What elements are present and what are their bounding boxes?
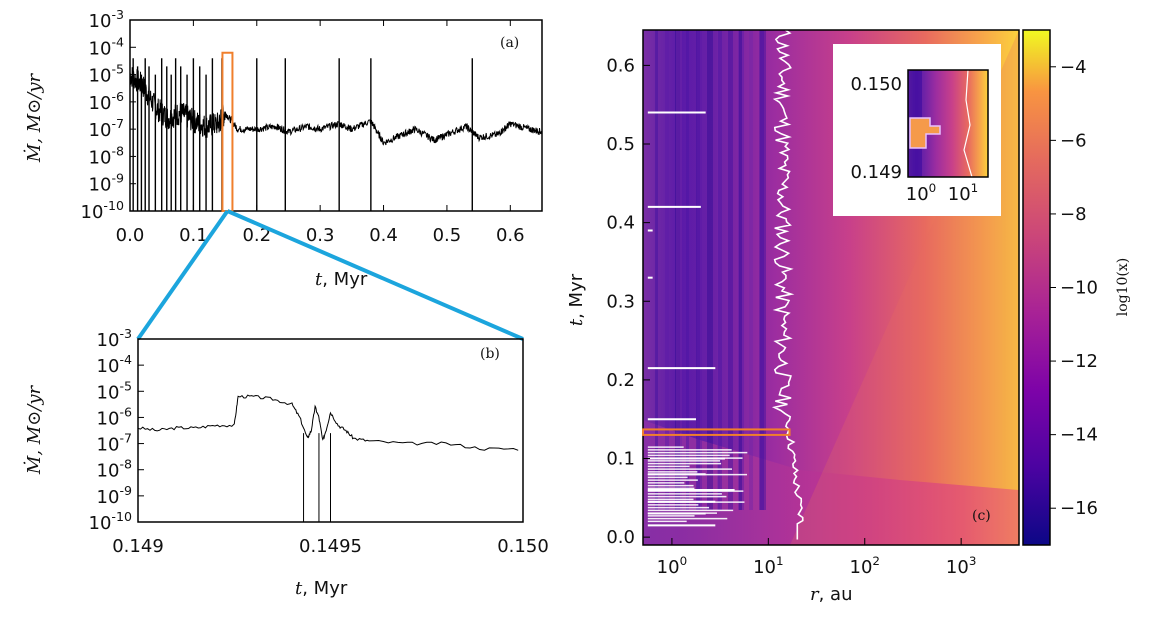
heatmap-streak [686,30,689,510]
panel-a-ytick-label: 10-9 [89,171,124,196]
colorbar: −4 −6 −8 −10 −12 −14 −16 log10(x) [1023,30,1131,545]
panel-a-series-line [130,67,542,145]
panel-c-ylabel: t, Myr [566,273,587,326]
panel-c-ytick-label: 0.2 [606,370,635,391]
panel-b-series-layer [138,395,518,522]
panel-b-xtick-label: 0.1495 [299,536,362,557]
heatmap-streak [739,30,742,510]
panel-b-series-line [138,395,518,450]
heatmap-streak [749,30,753,510]
colorbar-label: log10(x) [1115,258,1131,317]
panel-c-ytick-label: 0.5 [606,134,635,155]
panel-a-xlabel: t, Myr [315,269,368,290]
panel-b-ytick-label: 10-4 [97,352,132,377]
heatmap-streak [728,30,733,510]
colorbar-tick-label: −16 [1060,498,1098,519]
panel-b-xtick-label: 0.150 [497,536,549,557]
panel-b-ytick-label: 10-7 [97,431,132,456]
colorbar-tick-label: −12 [1060,351,1098,372]
heatmap-streak [697,30,702,510]
panel-c-xtick-label: 101 [753,554,783,578]
heatmap-streak [718,30,722,510]
panel-a-ylabel: Ṁ, M⊙/yr [22,72,45,163]
panel-a-ytick-label: 10-6 [89,89,124,114]
panel-b-xlabel: t, Myr [295,578,348,599]
panel-a-ytick-label: 10-10 [81,198,124,223]
panel-c-ytick-label: 0.1 [606,449,635,470]
heatmap-streak [676,30,682,510]
panel-b-ytick-label: 10-10 [89,509,132,534]
heatmap-streak [665,30,669,510]
panel-a-label: (a) [500,35,519,51]
heatmap-streak [760,30,766,510]
heatmap-streak [655,30,658,510]
colorbar-tick-label: −4 [1060,57,1087,78]
colorbar-ticks: −4 −6 −8 −10 −12 −14 −16 [1050,57,1098,519]
colorbar-tick-label: −8 [1060,204,1087,225]
panel-a-xtick-label: 0.3 [306,225,335,246]
panel-a: 0.0 0.1 0.2 0.3 0.4 0.5 0.610-310-410-510-610-… [22,7,542,290]
panel-b-ytick-label: 10-8 [97,457,132,482]
panel-a-highlight-box [222,53,232,211]
panel-c-xlabel: r, au [810,584,853,605]
panel-c-xtick-label: 102 [850,554,880,578]
inset-ytick-label: 0.149 [850,162,902,183]
inset-ytick-label: 0.150 [850,74,902,95]
panel-c: 100 101 102 103 0.0 0.1 0.2 0.3 0.4 0.5 0.6 (c) r,… [566,30,1131,605]
panel-a-ytick-label: 10-7 [89,116,124,141]
heatmap-streak [707,30,713,510]
panel-a-ytick-label: 10-4 [89,34,124,59]
panel-b-ytick-label: 10-5 [97,378,132,403]
panel-a-ytick-label: 10-8 [89,143,124,168]
panel-b-ytick-label: 10-6 [97,404,132,429]
panel-c-ytick-label: 0.3 [606,291,635,312]
panel-c-xtick-label: 103 [946,554,976,578]
panel-a-ytick-label: 10-5 [89,62,124,87]
panel-b-label: (b) [480,346,500,362]
panel-c-xtick-label: 100 [657,554,687,578]
colorbar-tick-label: −14 [1060,425,1098,446]
panel-a-xtick-label: 0.5 [433,225,462,246]
panel-a-series-layer [130,58,542,211]
panel-a-xtick-label: 0.6 [496,225,525,246]
panel-a-ytick-label: 10-3 [89,7,124,32]
panel-a-xtick-label: 0.4 [369,225,398,246]
panel-b-ylabel: Ṁ, M⊙/yr [22,384,45,475]
panel-a-xtick-label: 0.0 [116,225,145,246]
panel-c-ytick-label: 0.6 [606,55,635,76]
panel-b-ytick-label: 10-3 [97,326,132,351]
panel-c-label: (c) [972,508,991,524]
figure: 0.0 0.1 0.2 0.3 0.4 0.5 0.610-310-410-510-610-… [0,0,1172,628]
panel-b-ytick-label: 10-9 [97,483,132,508]
panel-b-xtick-label: 0.149 [112,536,164,557]
panel-c-ytick-label: 0.4 [606,213,635,234]
panel-c-ytick-label: 0.0 [606,527,635,548]
colorbar-tick-label: −10 [1060,278,1098,299]
colorbar-tick-label: −6 [1060,130,1087,151]
panel-b: 0.149 0.1495 0.150 10-310-410-510-610-710-8… [22,326,549,599]
colorbar-gradient [1023,30,1050,545]
